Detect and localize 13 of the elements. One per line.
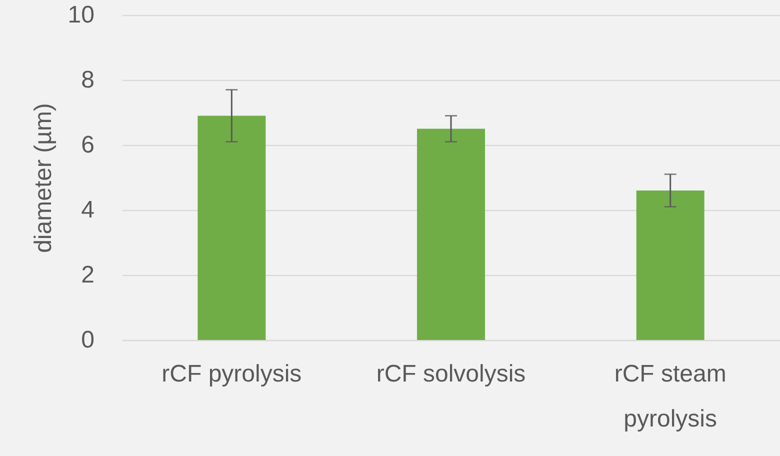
y-axis-title: diameter (µm) [30,103,57,253]
y-tick-label: 4 [81,196,94,224]
x-tick-label: rCF solvolysis [376,360,526,388]
y-tick-label: 6 [81,132,94,158]
y-tick-label: 0 [81,326,94,354]
y-tick-label: 2 [81,262,94,288]
x-tick-label: rCF steam pyrolysis [614,360,726,432]
y-tick-label: 10 [68,2,94,28]
bar [198,116,266,340]
bar [636,190,704,340]
y-tick-label: 8 [81,66,94,94]
x-tick-label: rCF pyrolysis [162,360,302,388]
bar [417,128,485,340]
